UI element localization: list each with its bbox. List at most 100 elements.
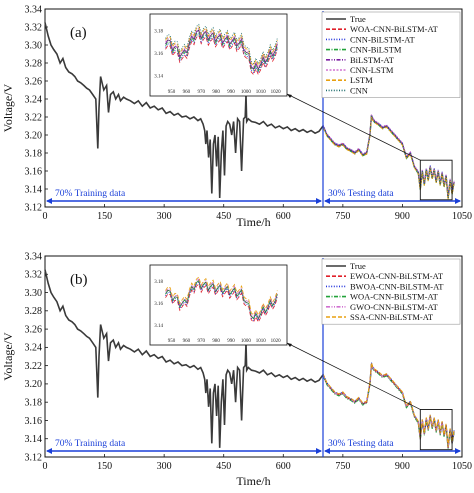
legend-entry: CNN-BiLSTM-AT [350,34,416,44]
panel-a: 3.12 3.14 3.16 3.18 3.20 3.22 3.24 3.26 3.28 3.30… [1,4,472,229]
legend-box [321,11,461,98]
legend-entry: SSA-CNN-BiLSTM-AT [350,312,434,322]
inset-x-tick-label: 950 [168,339,176,344]
inset-y-tick-label: 3.18 [154,280,163,285]
inset-x-tick-label: 1000 [241,339,252,344]
y-tick-label: 3.16 [25,166,43,177]
legend-entry: BiLSTM-AT [350,55,395,65]
y-tick-label: 3.16 [25,416,43,427]
series-line-true [44,269,324,448]
zoom-connector [286,342,421,410]
test-arrow-head-right [455,198,461,204]
inset-x-tick-label: 970 [197,90,205,95]
inset-series-line-5 [165,27,278,69]
x-tick-label: 900 [395,461,410,472]
y-tick-label: 3.34 [25,4,43,15]
y-tick-label: 3.18 [25,397,43,408]
x-tick-label: 0 [43,461,48,472]
x-tick-label: 900 [395,211,410,222]
x-tick-label: 1050 [452,211,472,222]
train-label: 70% Training data [55,439,126,449]
test-arrow-head-left [324,448,330,454]
x-tick-label: 150 [97,461,112,472]
zoom-box [419,409,453,451]
inset-y-tick-label: 3.14 [154,324,163,329]
train-label: 70% Training data [55,189,126,199]
inset-series-line-0 [165,29,278,71]
panel-label: (b) [70,272,88,288]
legend-entry: True [350,14,366,24]
inset-x-tick-label: 1010 [256,90,267,95]
x-tick-label: 750 [335,211,350,222]
inset-x-tick-label: 970 [197,339,205,344]
x-axis-label: Time/h [236,474,270,488]
inset-x-tick-label: 980 [212,90,220,95]
x-tick-label: 300 [157,461,172,472]
y-tick-label: 3.28 [25,306,43,317]
legend-entry: BWOA-CNN-BiLSTM-AT [350,281,444,291]
test-arrow-head-left [324,198,330,204]
y-tick-label: 3.20 [25,130,43,141]
y-tick-label: 3.30 [25,288,43,299]
inset-series-line-3 [165,280,278,320]
legend-entry: EWOA-CNN-BiLSTM-AT [350,271,444,281]
train-arrow-head-left [46,198,52,204]
y-tick-label: 3.26 [25,76,43,87]
inset-series-line-1 [165,34,278,76]
inset-series-line-2 [165,281,278,322]
test-arrow-head-right [455,448,461,454]
y-tick-label: 3.22 [25,112,43,123]
legend-entry: CNN [350,85,368,95]
legend-entry: WOA-CNN-BiLSTM-AT [350,292,439,302]
y-tick-label: 3.24 [25,343,43,354]
legend-entry: CNN-BiLSTM [350,45,402,55]
inset-series-line-7 [165,23,278,65]
inset-y-tick-label: 3.18 [154,29,163,34]
x-tick-label: 1050 [452,461,472,472]
inset-y-tick-label: 3.14 [154,75,163,80]
y-tick-label: 3.28 [25,58,43,69]
inset-series-line-2 [165,32,278,74]
panel-b: 3.12 3.14 3.16 3.18 3.20 3.22 3.24 3.26 3.28 3.30… [1,251,472,488]
x-tick-label: 600 [276,461,291,472]
y-axis-label: Voltage/V [1,83,15,132]
y-tick-label: 3.14 [25,434,43,445]
train-arrow-head-left [46,448,52,454]
y-tick-label: 3.22 [25,361,43,372]
y-tick-label: 3.14 [25,184,43,195]
y-tick-label: 3.32 [25,22,43,33]
inset-y-tick-label: 3.16 [154,52,163,57]
inset-x-tick-label: 1000 [241,90,252,95]
inset-x-tick-label: 1020 [271,339,282,344]
x-tick-label: 450 [216,211,231,222]
series-line-4 [322,363,455,448]
panel-label: (a) [70,25,87,41]
series-line-2 [322,113,455,197]
legend-box [321,258,461,325]
y-tick-label: 3.26 [25,324,43,335]
zoom-connector [286,93,421,161]
series-line-5 [322,113,455,197]
series-line-true [44,22,324,199]
legend-entry: WOA-CNN-BiLSTM-AT [350,24,439,34]
zoom-connector-head [287,94,292,98]
inset-x-tick-label: 990 [227,90,235,95]
x-tick-label: 0 [43,211,48,222]
legend-entry: CNN-LSTM [350,65,394,75]
y-tick-label: 3.32 [25,270,43,281]
train-arrow-head-right [316,198,322,204]
y-tick-label: 3.34 [25,251,43,262]
inset-x-tick-label: 1020 [271,90,282,95]
inset-series-line-6 [165,25,278,67]
inset-x-tick-label: 960 [183,339,191,344]
inset-x-tick-label: 980 [212,339,220,344]
train-arrow-head-right [316,448,322,454]
series-line-7 [322,115,455,199]
test-label: 30% Testing data [328,439,394,449]
x-axis-label: Time/h [236,215,270,229]
inset-x-tick-label: 1010 [256,339,267,344]
inset-x-tick-label: 950 [168,90,176,95]
inset-series-line-3 [165,31,278,72]
zoom-box [419,159,453,201]
